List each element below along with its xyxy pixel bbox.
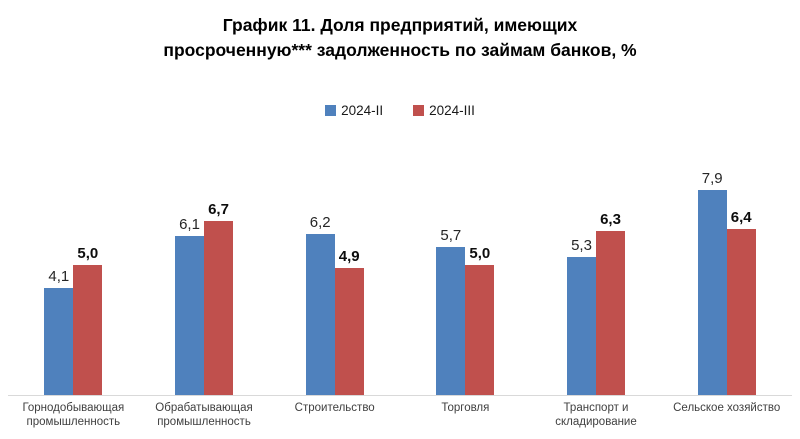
bar-column: 4,9 bbox=[334, 248, 364, 395]
legend: 2024-II 2024-III bbox=[0, 103, 800, 118]
category-label: Горнодобывающая промышленность bbox=[22, 402, 125, 428]
bar-2024-ii bbox=[567, 257, 597, 395]
bar-2024-ii bbox=[697, 190, 727, 395]
value-label: 6,3 bbox=[600, 211, 621, 228]
bar-group: 6,1 6,7 bbox=[139, 201, 270, 395]
bar-column: 5,3 bbox=[567, 237, 597, 395]
page-title: График 11. Доля предприятий, имеющих про… bbox=[0, 0, 800, 63]
chart-title-line-2: просроченную*** задолженность по займам … bbox=[163, 40, 637, 60]
value-label: 6,7 bbox=[208, 201, 229, 218]
bar-2024-iii bbox=[204, 221, 233, 395]
bar-2024-ii bbox=[175, 236, 204, 395]
bar-2024-ii bbox=[305, 234, 335, 395]
category-label: Обрабатывающая промышленность bbox=[155, 402, 253, 428]
bar-group: 7,9 6,4 bbox=[661, 170, 792, 395]
category-label: Строительство bbox=[294, 402, 375, 414]
bar-column: 6,2 bbox=[305, 214, 335, 395]
bar-group: 5,3 6,3 bbox=[531, 211, 662, 395]
legend-label-2024-ii: 2024-II bbox=[341, 103, 384, 118]
category-label: Сельское хозяйство bbox=[673, 402, 781, 414]
bar-2024-ii bbox=[44, 288, 74, 395]
category-label: Транспорт и складирование bbox=[555, 402, 637, 428]
value-label: 5,0 bbox=[77, 245, 99, 262]
plot-area: 4,1 5,0 6,1 6,7 6,2 4,9 5,7 5,0 5,3 6,3 7,9 6,4 bbox=[8, 165, 792, 396]
bar-column: 5,7 bbox=[436, 227, 466, 395]
legend-label-2024-iii: 2024-III bbox=[429, 103, 475, 118]
bar-column: 5,0 bbox=[73, 245, 103, 395]
bar-2024-iii bbox=[596, 231, 626, 395]
value-label: 5,0 bbox=[469, 245, 491, 262]
legend-swatch-blue-icon bbox=[325, 105, 337, 116]
bar-column: 6,3 bbox=[596, 211, 626, 395]
value-label: 6,4 bbox=[730, 209, 752, 226]
value-label: 6,1 bbox=[179, 216, 200, 233]
bar-column: 6,4 bbox=[726, 209, 756, 395]
bar-2024-iii bbox=[334, 268, 364, 395]
bar-column: 6,7 bbox=[204, 201, 233, 395]
value-label: 4,9 bbox=[338, 248, 360, 265]
bar-column: 5,0 bbox=[465, 245, 495, 395]
category-label: Торговля bbox=[441, 402, 490, 414]
legend-swatch-red-icon bbox=[413, 105, 425, 116]
value-label: 5,7 bbox=[440, 227, 462, 244]
bar-column: 4,1 bbox=[44, 268, 74, 395]
value-label: 7,9 bbox=[701, 170, 723, 187]
bar-column: 7,9 bbox=[697, 170, 727, 395]
bar-column: 6,1 bbox=[175, 216, 204, 395]
bar-2024-ii bbox=[436, 247, 466, 395]
value-label: 4,1 bbox=[48, 268, 70, 285]
value-label: 5,3 bbox=[571, 237, 592, 254]
legend-item-2024-ii: 2024-II bbox=[325, 103, 383, 118]
bar-2024-iii bbox=[465, 265, 495, 395]
bar-group: 5,7 5,0 bbox=[400, 227, 531, 395]
bar-group: 4,1 5,0 bbox=[8, 245, 139, 395]
category-label-row: Горнодобывающая промышленность Обрабатыва… bbox=[8, 396, 792, 429]
chart-title-line-1: График 11. Доля предприятий, имеющих bbox=[222, 15, 578, 35]
bar-2024-iii bbox=[726, 229, 756, 395]
bar-2024-iii bbox=[73, 265, 103, 395]
legend-item-2024-iii: 2024-III bbox=[413, 103, 475, 118]
value-label: 6,2 bbox=[309, 214, 331, 231]
bar-group: 6,2 4,9 bbox=[269, 214, 400, 395]
